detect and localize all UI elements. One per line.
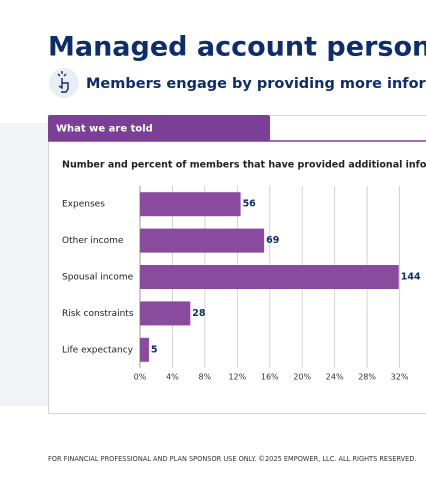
data-label: 28 bbox=[192, 308, 206, 319]
category-label: Life expectancy bbox=[62, 345, 134, 355]
icon bbox=[57, 71, 69, 93]
x-tick-label: 28% bbox=[358, 373, 376, 382]
category-label: Other income bbox=[62, 236, 124, 246]
chart-title: Number and percent of members that have … bbox=[62, 160, 426, 171]
data-label: 144 bbox=[401, 272, 421, 283]
data-label: 56 bbox=[243, 199, 257, 210]
tab-label: What we are told bbox=[56, 124, 153, 135]
tab bbox=[48, 115, 270, 141]
category-label: Risk constraints bbox=[62, 309, 134, 319]
bar bbox=[140, 301, 191, 326]
x-tick-label: 12% bbox=[228, 373, 246, 382]
bar bbox=[140, 337, 149, 362]
x-tick-label: 32% bbox=[391, 373, 409, 382]
x-tick-label: 20% bbox=[293, 373, 311, 382]
x-tick-label: 24% bbox=[326, 373, 344, 382]
footer: FOR FINANCIAL PROFESSIONAL AND PLAN SPON… bbox=[48, 455, 417, 463]
data-label: 5 bbox=[151, 344, 158, 355]
bar bbox=[140, 192, 241, 217]
bar bbox=[140, 228, 265, 253]
subtitle: Members engage by providing more informa… bbox=[86, 76, 426, 92]
category-label: Expenses bbox=[62, 200, 105, 210]
category-label: Spousal income bbox=[62, 273, 134, 283]
x-tick-label: 0% bbox=[134, 373, 147, 382]
data-label: 69 bbox=[266, 235, 279, 246]
x-tick-label: 4% bbox=[166, 373, 179, 382]
page-title: Managed account personali bbox=[48, 32, 426, 63]
bar bbox=[140, 265, 399, 289]
x-tick-label: 16% bbox=[261, 373, 279, 382]
x-tick-label: 8% bbox=[199, 373, 212, 382]
